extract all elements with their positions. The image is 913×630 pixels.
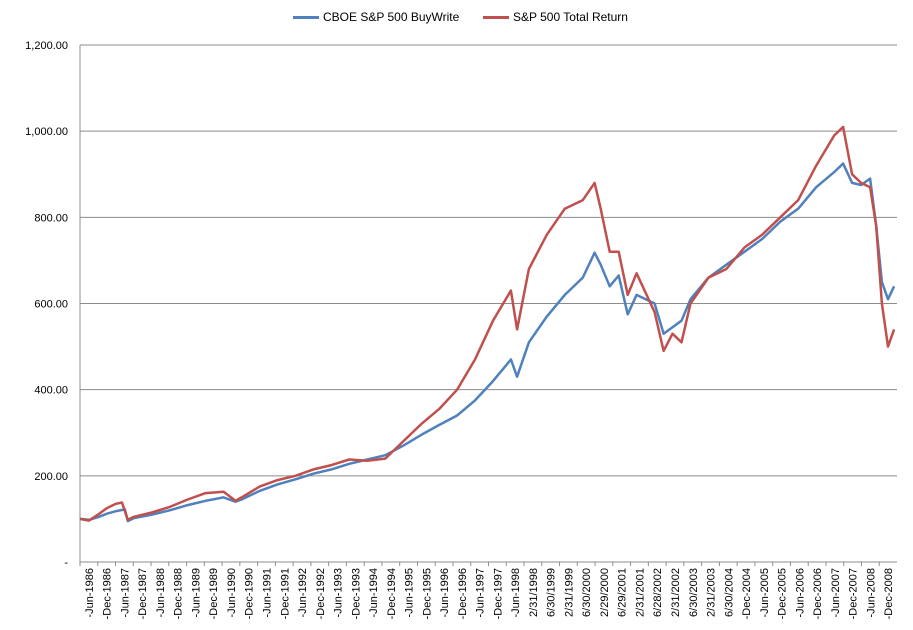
x-tick-label: -Jun-1993 bbox=[333, 568, 345, 618]
x-tick-label: -Dec-1996 bbox=[457, 568, 469, 619]
x-tick-label: -Dec-1988 bbox=[173, 568, 185, 619]
y-tick-label: 1,000.00 bbox=[25, 126, 68, 138]
x-tick-label: -Dec-1994 bbox=[386, 568, 398, 619]
legend-label-total-return: S&P 500 Total Return bbox=[513, 10, 628, 24]
x-tick-label: -Dec-1990 bbox=[244, 568, 256, 619]
x-tick-label: -Dec-2005 bbox=[777, 568, 789, 619]
x-tick-label: -Dec-1987 bbox=[137, 568, 149, 619]
x-tick-label: -Jun-1991 bbox=[261, 568, 273, 618]
x-tick-label: -Jun-2005 bbox=[759, 568, 771, 618]
x-tick-label: 6/30/2003 bbox=[688, 568, 700, 617]
y-tick-label: 400.00 bbox=[34, 385, 68, 397]
x-tick-label: -Dec-2004 bbox=[741, 568, 753, 619]
x-tick-label: -Jun-2006 bbox=[794, 568, 806, 618]
x-tick-label: -Dec-1993 bbox=[350, 568, 362, 619]
x-tick-label: -Jun-1986 bbox=[84, 568, 96, 618]
x-tick-label: 2/31/1998 bbox=[528, 568, 540, 617]
y-tick-label: 1,200.00 bbox=[25, 40, 68, 52]
x-tick-label: -Dec-1992 bbox=[315, 568, 327, 619]
x-tick-label: 6/30/2004 bbox=[723, 568, 735, 617]
x-tick-label: 2/31/1999 bbox=[563, 568, 575, 617]
x-tick-label: -Jun-2007 bbox=[830, 568, 842, 618]
y-tick-label: - bbox=[64, 557, 68, 569]
x-tick-label: -Dec-2008 bbox=[883, 568, 895, 619]
legend-swatch-buywrite bbox=[293, 15, 319, 19]
x-tick-label: -Dec-1986 bbox=[102, 568, 114, 619]
x-tick-label: 2/31/2003 bbox=[706, 568, 718, 617]
series-line-buywrite bbox=[79, 162, 896, 523]
x-tick-label: -Jun-1997 bbox=[475, 568, 487, 618]
legend-item-buywrite: CBOE S&P 500 BuyWrite bbox=[293, 10, 459, 24]
legend-swatch-total-return bbox=[483, 15, 509, 19]
x-tick-label: -Dec-2007 bbox=[848, 568, 860, 619]
x-tick-label: 6/28/2002 bbox=[652, 568, 664, 617]
x-tick-label: -Jun-1994 bbox=[368, 568, 380, 618]
x-tick-label: 6/30/1999 bbox=[546, 568, 558, 617]
x-tick-label: 2/31/2001 bbox=[634, 568, 646, 617]
x-tick-label: -Jun-1992 bbox=[297, 568, 309, 618]
x-tick-label: 6/29/2001 bbox=[617, 568, 629, 617]
x-tick-label: -Dec-1997 bbox=[492, 568, 504, 619]
x-tick-label: -Jun-1990 bbox=[226, 568, 238, 618]
x-tick-label: -Jun-1987 bbox=[119, 568, 131, 618]
x-tick-label: -Jun-1989 bbox=[190, 568, 202, 618]
y-tick-label: 200.00 bbox=[34, 471, 68, 483]
x-tick-label: -Dec-1989 bbox=[208, 568, 220, 619]
x-tick-label: 2/31/2002 bbox=[670, 568, 682, 617]
series-line-total-return bbox=[79, 125, 896, 522]
y-tick-label: 800.00 bbox=[34, 212, 68, 224]
legend-item-total-return: S&P 500 Total Return bbox=[483, 10, 628, 24]
x-tick-label: -Jun-1995 bbox=[404, 568, 416, 618]
x-tick-label: 6/30/2000 bbox=[581, 568, 593, 617]
x-tick-label: -Dec-1991 bbox=[279, 568, 291, 619]
x-tick-label: -Dec-1995 bbox=[421, 568, 433, 619]
y-tick-label: 600.00 bbox=[34, 299, 68, 311]
x-tick-label: 2/29/2000 bbox=[599, 568, 611, 617]
x-tick-label: -Dec-2006 bbox=[812, 568, 824, 619]
legend: CBOE S&P 500 BuyWrite S&P 500 Total Retu… bbox=[0, 8, 913, 28]
x-tick-label: -Jun-1998 bbox=[510, 568, 522, 618]
x-tick-label: -Jun-2008 bbox=[865, 568, 877, 618]
legend-label-buywrite: CBOE S&P 500 BuyWrite bbox=[323, 10, 460, 24]
x-tick-label: -Jun-1988 bbox=[155, 568, 167, 618]
x-tick-label: -Jun-1996 bbox=[439, 568, 451, 618]
